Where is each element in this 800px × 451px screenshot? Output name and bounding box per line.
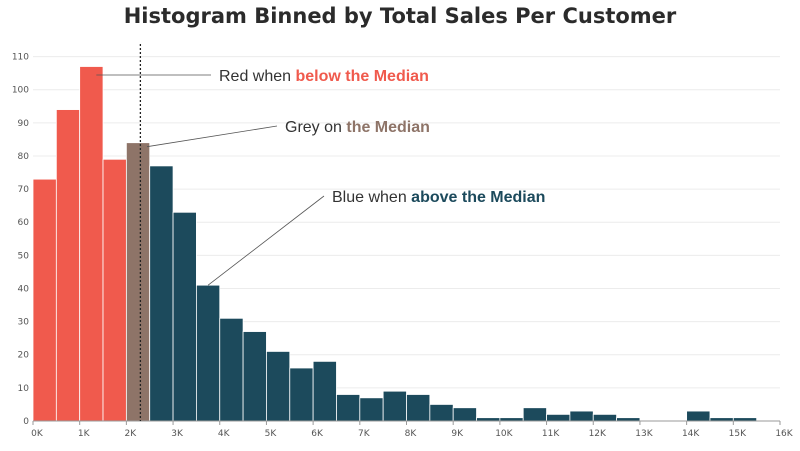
histogram-bar	[592, 413, 617, 422]
x-tick-label: 11K	[542, 429, 560, 439]
annotation-red: Red when below the Median	[219, 68, 429, 85]
y-tick-label: 90	[18, 119, 30, 129]
histogram-bar	[429, 404, 454, 422]
x-tick-label: 6K	[311, 429, 324, 439]
histogram-bar	[452, 407, 477, 422]
histogram-bar	[569, 410, 594, 422]
x-tick-label: 2K	[125, 429, 138, 439]
y-tick-label: 10	[18, 384, 30, 394]
histogram-bar	[172, 211, 197, 422]
annotations: Red when below the Median Grey on the Me…	[96, 68, 545, 286]
histogram-bar	[219, 317, 244, 422]
histogram-bar	[289, 367, 314, 422]
histogram-bar	[125, 142, 151, 422]
annotation-grey-leader	[146, 125, 278, 148]
annotation-blue-leader	[207, 195, 325, 286]
y-tick-label: 100	[12, 86, 29, 96]
histogram-bars	[32, 66, 758, 422]
x-tick-label: 0K	[31, 429, 44, 439]
histogram-bar	[32, 178, 57, 422]
y-tick-label: 50	[18, 251, 30, 261]
histogram-bar	[55, 109, 81, 422]
histogram-bar	[79, 66, 104, 422]
histogram-bar	[196, 284, 221, 422]
histogram-bar	[336, 394, 361, 422]
histogram-bar	[149, 165, 174, 422]
x-tick-label: 9K	[451, 429, 464, 439]
y-tick-label: 70	[18, 185, 30, 195]
annotation-grey: Grey on the Median	[285, 119, 430, 136]
histogram-bar	[242, 331, 267, 422]
x-tick-label: 12K	[589, 429, 607, 439]
x-tick-label: 13K	[635, 429, 653, 439]
y-tick-label: 80	[18, 152, 30, 162]
chart-title: Histogram Binned by Total Sales Per Cust…	[123, 4, 677, 28]
y-tick-label: 20	[18, 351, 30, 361]
x-tick-label: 8K	[405, 429, 418, 439]
histogram-bar	[546, 413, 571, 422]
y-tick-label: 60	[18, 218, 30, 228]
y-tick-label: 40	[18, 284, 30, 294]
histogram-bar	[382, 390, 407, 422]
x-tick-label: 3K	[171, 429, 184, 439]
y-axis: 0 10 20 30 40 50 60 70 80 90 100 110	[12, 53, 29, 427]
x-tick-label: 15K	[729, 429, 747, 439]
histogram-bar	[312, 360, 337, 422]
x-tick-label: 14K	[682, 429, 700, 439]
y-tick-label: 110	[12, 53, 29, 63]
x-tick-label: 7K	[358, 429, 371, 439]
x-tick-label: 4K	[218, 429, 231, 439]
x-tick-label: 10K	[495, 429, 513, 439]
y-tick-label: 30	[18, 318, 30, 328]
x-tick-label: 16K	[775, 429, 793, 439]
histogram-bar	[359, 397, 384, 422]
histogram-bar	[266, 351, 291, 422]
histogram-bar	[406, 394, 431, 422]
x-axis: 0K 1K 2K 3K 4K 5K 6K 7K 8K 9K 10K 11K 12K 13K 14K 15K 16…	[31, 420, 794, 439]
annotation-blue: Blue when above the Median	[332, 189, 545, 206]
x-tick-label: 5K	[265, 429, 278, 439]
histogram-bar	[522, 407, 547, 422]
histogram-bar	[686, 410, 711, 422]
histogram-bar	[102, 158, 127, 422]
y-tick-label: 0	[23, 417, 29, 427]
x-tick-label: 1K	[78, 429, 91, 439]
